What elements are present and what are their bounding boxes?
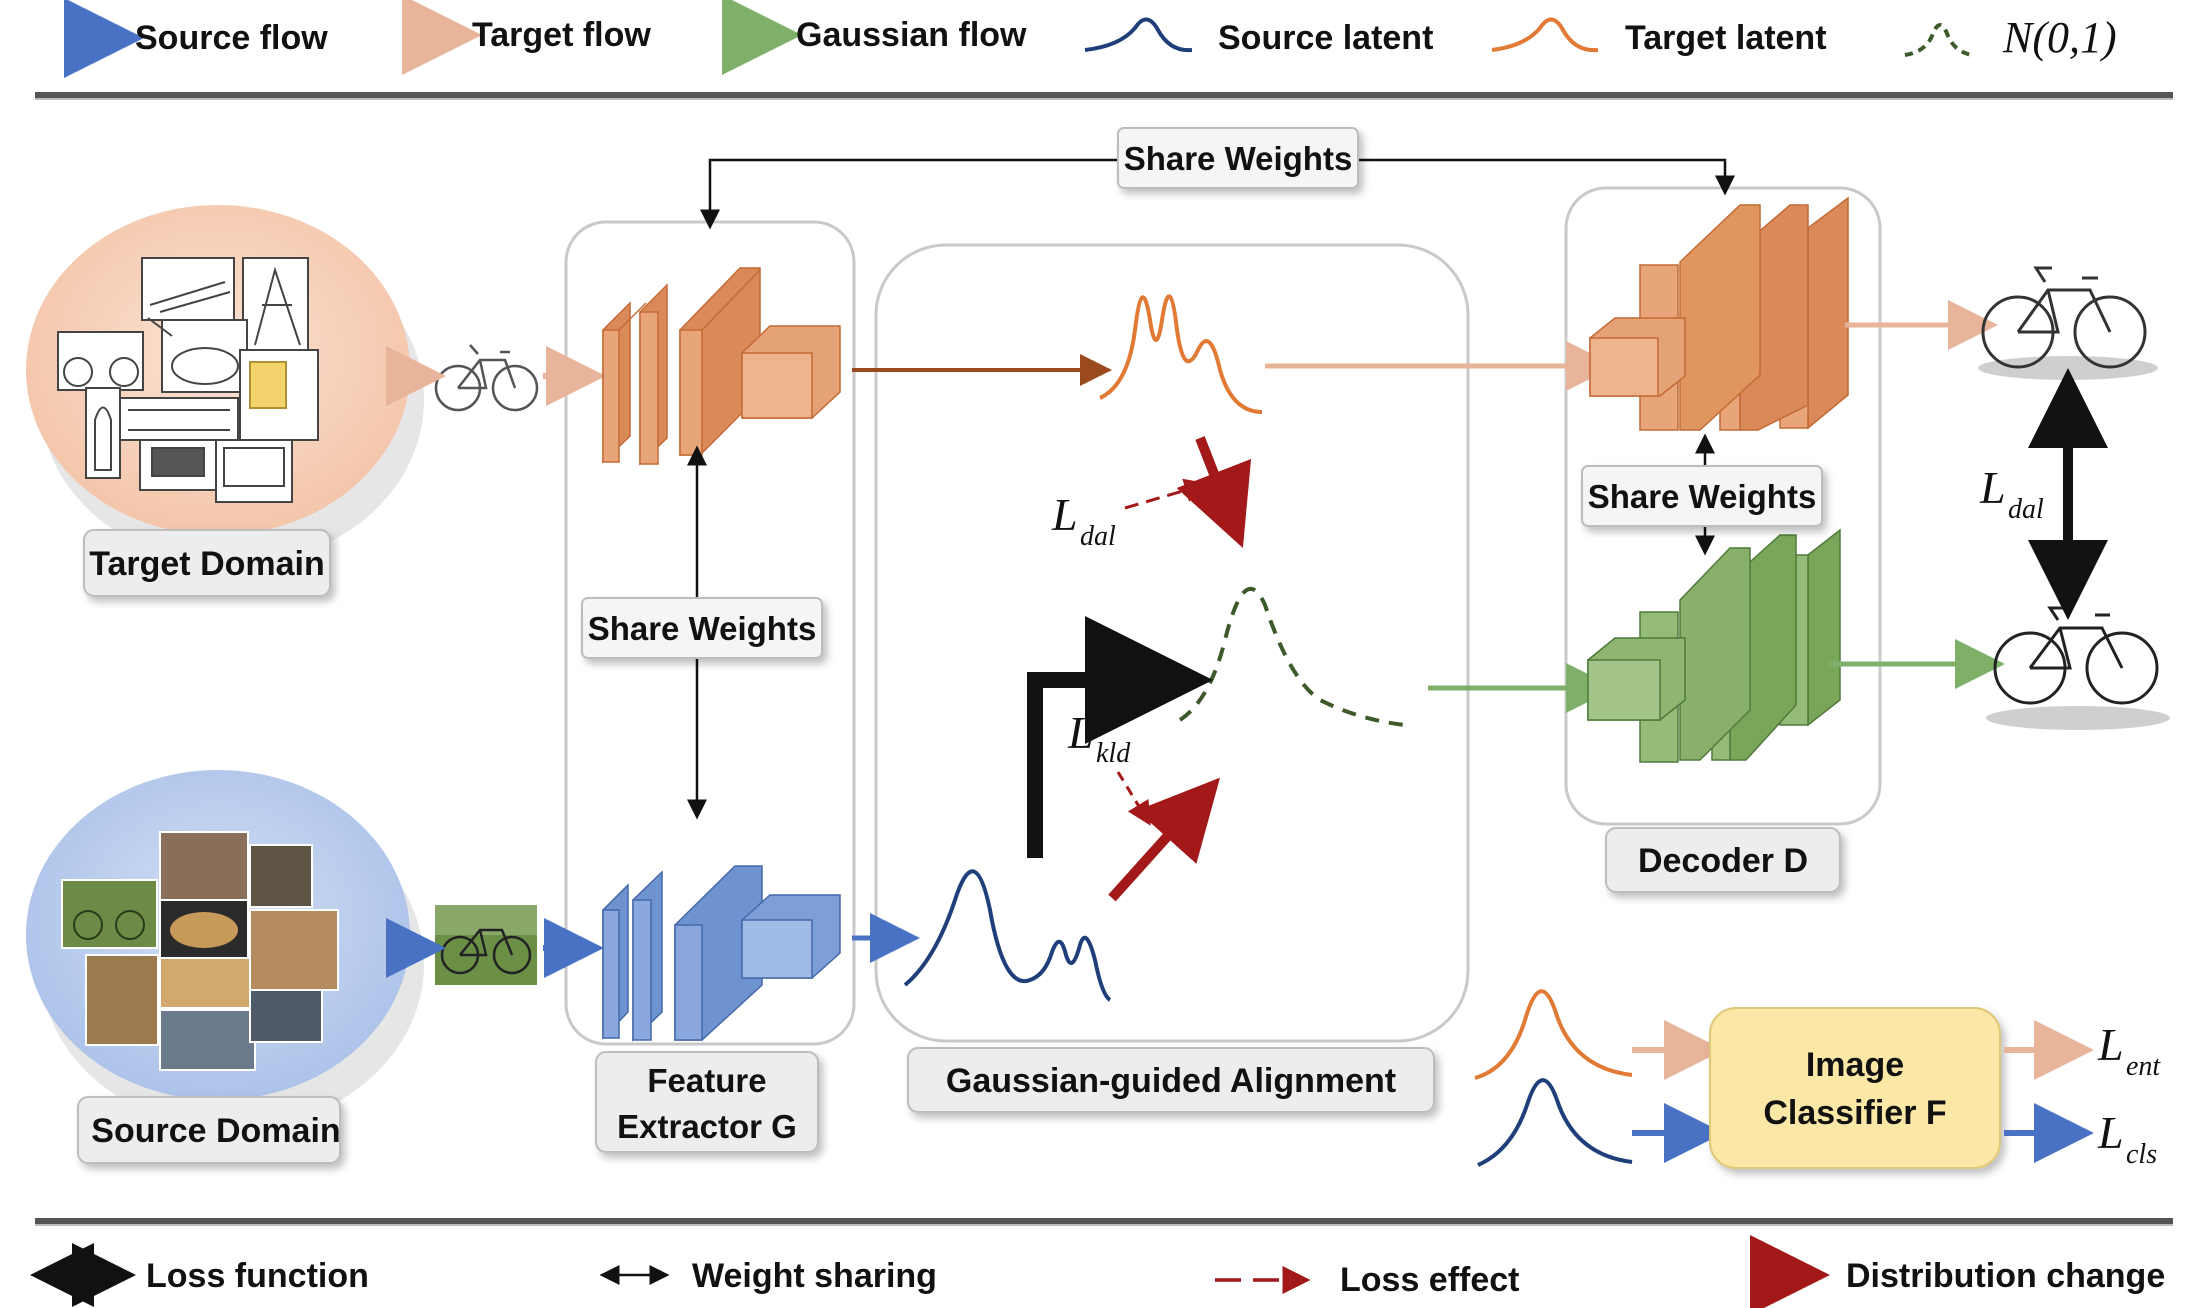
decoder-target-block xyxy=(1589,196,1849,431)
image-classifier-label-line2: Classifier F xyxy=(1763,1094,1946,1132)
image-classifier-box xyxy=(1709,1007,2001,1169)
share-weights-top-box xyxy=(1117,127,1359,189)
legend-target-latent-label: Target latent xyxy=(1625,19,1827,57)
legend-weight-sharing-label: Weight sharing xyxy=(692,1257,937,1295)
loss-dal-right-label: L dal xyxy=(1979,462,2044,525)
source-domain-label: Source Domain xyxy=(91,1112,340,1150)
reconstructed-target-bicycle xyxy=(1978,266,2158,380)
top-weight-share-line xyxy=(700,158,1118,230)
legend-source-flow-label: Source flow xyxy=(135,19,328,57)
decoder-label-box xyxy=(1605,827,1841,893)
target-domain-label: Target Domain xyxy=(89,545,325,583)
separator-bottom xyxy=(35,1218,2173,1224)
share-weights-encoder-box xyxy=(581,597,823,659)
legend-distribution-change-label: Distribution change xyxy=(1846,1257,2165,1295)
feature-extractor-label-box xyxy=(595,1051,819,1153)
source-domain-label-box xyxy=(77,1096,341,1164)
normal-curve-icon xyxy=(1904,23,1973,57)
source-distribution-change-arrow xyxy=(1108,777,1221,902)
loss-cls-symbol: L xyxy=(2097,1107,2124,1158)
share-weights-decoder-box xyxy=(1581,465,1823,527)
loss-kld-label: L kld xyxy=(1067,707,1131,769)
target-sketch-images xyxy=(57,257,319,503)
legend-loss-effect: Loss effect xyxy=(1215,1261,1520,1299)
target-latent-curve xyxy=(1099,294,1263,414)
loss-cls-label: L cls xyxy=(2097,1107,2157,1170)
encoder-source-block xyxy=(602,865,841,1042)
alignment-label-box xyxy=(907,1047,1435,1113)
share-weights-top-label: Share Weights xyxy=(1124,140,1353,177)
gaussian-guidance-arrow xyxy=(1027,616,1213,858)
legend-bottom: Loss function Weight sharing Loss effect… xyxy=(30,1235,2165,1308)
legend-target-flow: Target flow xyxy=(402,0,651,75)
gaussian-latent-curve xyxy=(1178,586,1406,727)
loss-dal-subscript: dal xyxy=(1080,521,1116,552)
source-bicycle-input xyxy=(435,905,537,985)
legend-normal-label: N(0,1) xyxy=(2002,13,2117,62)
loss-dal-symbol: L xyxy=(1051,489,1078,540)
legend-top: Source flow Target flow Gaussian flow So… xyxy=(64,0,2117,78)
loss-cls-subscript: cls xyxy=(2126,1139,2157,1170)
kld-loss-effect-arrow xyxy=(1116,771,1151,826)
dal-loss-effect-arrow xyxy=(1124,478,1209,510)
legend-loss-function: Loss function xyxy=(30,1243,369,1307)
loss-kld-subscript: kld xyxy=(1096,738,1131,769)
legend-target-latent: Target latent xyxy=(1491,17,1827,57)
classifier-source-latent-curve xyxy=(1477,1078,1633,1167)
decoder-gaussian-block xyxy=(1587,528,1841,763)
alignment-frame xyxy=(874,243,1470,1043)
source-latent-curve-icon xyxy=(1084,17,1193,53)
legend-weight-sharing: Weight sharing xyxy=(599,1257,937,1295)
target-distribution-change-arrow xyxy=(1176,436,1252,548)
encoder-target-block xyxy=(602,267,841,466)
target-domain: Target Domain xyxy=(26,205,424,597)
feature-extractor-label-line2: Extractor G xyxy=(617,1108,797,1145)
share-weights-decoder-label: Share Weights xyxy=(1588,478,1817,515)
legend-source-latent: Source latent xyxy=(1084,17,1433,57)
loss-dal-right-subscript: dal xyxy=(2008,494,2044,525)
legend-distribution-change: Distribution change xyxy=(1750,1235,2165,1308)
feature-extractor-label-line1: Feature xyxy=(647,1062,766,1099)
target-domain-label-box xyxy=(83,529,331,597)
share-weights-encoder-label: Share Weights xyxy=(588,610,817,647)
loss-ent-label: L ent xyxy=(2097,1019,2161,1082)
legend-normal: N(0,1) xyxy=(1904,13,2117,62)
image-classifier-label-line1: Image xyxy=(1806,1046,1904,1084)
loss-ent-subscript: ent xyxy=(2126,1051,2161,1082)
source-domain: Source Domain xyxy=(26,770,424,1164)
loss-ent-symbol: L xyxy=(2097,1019,2124,1070)
loss-dal-right-symbol: L xyxy=(1979,462,2006,513)
legend-target-flow-label: Target flow xyxy=(472,16,651,54)
classifier-target-latent-curve xyxy=(1474,989,1633,1080)
reconstructed-gaussian-bicycle xyxy=(1986,606,2170,730)
legend-source-flow: Source flow xyxy=(64,0,328,78)
legend-gaussian-flow: Gaussian flow xyxy=(722,0,1027,75)
loss-kld-symbol: L xyxy=(1067,707,1094,758)
legend-source-latent-label: Source latent xyxy=(1218,19,1433,57)
legend-loss-effect-label: Loss effect xyxy=(1340,1261,1520,1299)
loss-dal-label: L dal xyxy=(1051,489,1116,552)
separator-top xyxy=(35,92,2173,98)
source-latent-curve xyxy=(903,869,1112,1002)
legend-gaussian-flow-label: Gaussian flow xyxy=(796,16,1027,54)
alignment-label: Gaussian-guided Alignment xyxy=(946,1062,1396,1100)
target-latent-curve-icon xyxy=(1491,17,1599,53)
legend-loss-function-label: Loss function xyxy=(146,1257,369,1295)
source-photo-images xyxy=(61,831,339,1071)
decoder-label: Decoder D xyxy=(1638,842,1808,880)
target-bicycle-input xyxy=(434,344,539,412)
